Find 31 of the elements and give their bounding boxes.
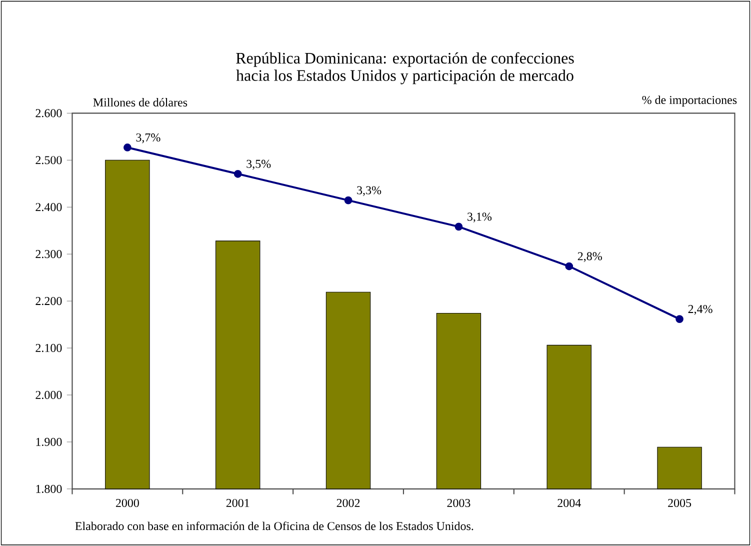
- x-tick-label: 2004: [558, 498, 581, 507]
- y-tick-label: 1.900: [36, 438, 62, 446]
- point: [124, 144, 132, 152]
- data-label: 3,5%: [246, 160, 271, 170]
- data-label: 3,7%: [136, 133, 160, 144]
- y-axis-title: Millones de dólares: [93, 98, 188, 106]
- chart-title: República Dominicana: exportación de confecciones hacia los Estados Unidos y participación de mercado: [236, 52, 574, 84]
- y-tick-label: 2.400: [36, 202, 62, 212]
- x-tick-label: 2005: [668, 498, 692, 507]
- x-tick-label: 2000: [116, 498, 139, 507]
- point: [454, 222, 463, 231]
- y-tick-label: 2.000: [36, 390, 62, 399]
- y-tick-label: 2.300: [36, 250, 62, 258]
- y-tick-label: 2.200: [36, 296, 62, 306]
- y-tick-label: 2.600: [36, 109, 62, 118]
- data-label: 2,4%: [688, 304, 712, 315]
- text: Elaborado con base en información de la Oficina de Censos de los Estados Unidos.: [75, 522, 474, 530]
- point: [234, 170, 242, 178]
- data-label: 3,3%: [357, 186, 382, 196]
- point: [344, 196, 352, 204]
- point: [676, 315, 684, 323]
- y2-axis-title: % de importaciones: [642, 96, 737, 106]
- y-tick-label: 1.800: [36, 484, 62, 493]
- y-tick-label: 2.500: [36, 156, 62, 164]
- data-label: 3,1%: [468, 212, 492, 222]
- x-tick-label: 2001: [226, 498, 250, 507]
- data-label: 2,8%: [578, 252, 602, 262]
- y-tick-label: 2.100: [36, 344, 62, 352]
- point: [565, 262, 574, 270]
- x-tick-label: 2002: [336, 498, 360, 507]
- x-tick-label: 2003: [447, 498, 470, 507]
